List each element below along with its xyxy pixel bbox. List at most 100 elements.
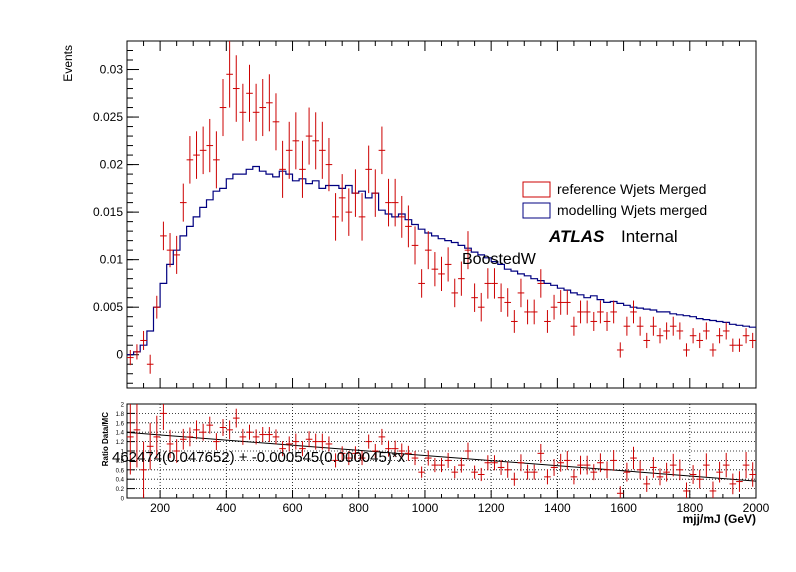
data-point xyxy=(736,338,743,352)
ratio-point xyxy=(299,441,306,457)
data-point xyxy=(312,112,320,170)
ratio-point xyxy=(411,451,419,466)
ratio-point xyxy=(477,467,485,482)
data-point xyxy=(570,316,578,336)
ratio-point xyxy=(146,422,154,470)
ratio-point xyxy=(345,451,353,466)
data-point xyxy=(411,226,419,265)
ratio-point xyxy=(266,427,273,443)
data-point xyxy=(676,322,684,340)
data-point xyxy=(153,295,161,319)
data-point xyxy=(299,140,306,198)
data-point xyxy=(716,328,723,344)
data-point xyxy=(643,332,651,349)
ratio-y-tick-label: 0.8 xyxy=(116,459,125,465)
legend-entry-reference: reference Wjets Merged xyxy=(557,181,706,197)
ratio-point xyxy=(663,462,670,482)
ratio-point xyxy=(173,439,180,463)
ratio-point xyxy=(206,416,214,434)
data-point xyxy=(630,300,637,324)
legend-entry-modelling: modelling Wjets merged xyxy=(557,202,707,218)
ratio-x-tick-label: 400 xyxy=(216,501,236,515)
data-point xyxy=(246,64,253,122)
ratio-point xyxy=(133,404,141,468)
ratio-point xyxy=(742,451,750,479)
data-point xyxy=(491,268,498,299)
data-point xyxy=(722,322,730,340)
main-y-tick-label: 0.015 xyxy=(93,205,123,219)
ratio-point xyxy=(371,443,379,459)
data-point xyxy=(557,290,564,315)
ratio-point xyxy=(398,443,406,459)
ratio-point xyxy=(391,440,399,457)
data-point xyxy=(616,342,624,358)
data-point xyxy=(352,169,359,217)
ratio-point xyxy=(683,482,690,498)
data-point xyxy=(484,268,492,299)
ratio-point xyxy=(517,454,525,472)
data-point xyxy=(636,316,644,336)
ratio-point xyxy=(583,455,591,475)
data-point xyxy=(279,140,286,198)
ratio-x-tick-label: 1600 xyxy=(610,501,637,515)
ratio-x-tick-label: 1800 xyxy=(676,501,703,515)
ratio-x-tick-label: 1000 xyxy=(412,501,439,515)
data-point xyxy=(133,344,141,360)
ratio-y-tick-label: 0 xyxy=(121,497,125,503)
ratio-point xyxy=(166,429,174,459)
ratio-point xyxy=(722,452,730,478)
data-point xyxy=(663,322,670,340)
data-point xyxy=(219,79,227,137)
data-point xyxy=(332,193,339,241)
data-point xyxy=(537,269,545,298)
ratio-point xyxy=(438,458,445,473)
data-point xyxy=(563,290,571,315)
data-point xyxy=(451,278,459,308)
ratio-y-tick-label: 0.2 xyxy=(116,487,125,493)
main-x-ticks xyxy=(126,41,757,388)
ratio-point xyxy=(292,433,300,450)
ratio-point xyxy=(544,469,551,485)
ratio-point xyxy=(405,445,412,461)
ratio-point xyxy=(570,469,578,485)
ratio-point xyxy=(623,462,631,482)
ratio-point xyxy=(358,451,366,466)
ratio-y-tick-label: 1.2 xyxy=(116,440,125,446)
mc-step-line xyxy=(127,165,756,356)
data-point xyxy=(127,349,134,366)
data-point xyxy=(179,183,187,222)
data-point xyxy=(438,256,445,292)
ratio-point xyxy=(418,466,425,478)
ratio-point xyxy=(497,459,505,475)
ratio-point xyxy=(669,453,677,477)
ratio-grid xyxy=(127,404,756,498)
data-point xyxy=(391,178,399,227)
ratio-x-axis: 200 400 600 800 1000 1200 1400 1600 1800 2000 xyxy=(126,490,770,515)
ratio-point xyxy=(610,450,617,471)
data-point xyxy=(272,93,280,151)
ratio-point xyxy=(703,453,710,477)
data-point xyxy=(338,174,346,222)
data-point xyxy=(371,169,379,217)
ratio-point xyxy=(689,465,697,484)
data-point xyxy=(703,322,710,340)
ratio-point xyxy=(616,486,624,498)
ratio-point xyxy=(444,452,452,468)
ratio-point xyxy=(153,415,161,459)
ratio-point xyxy=(365,434,372,449)
ratio-point xyxy=(285,436,293,452)
data-point xyxy=(358,193,366,241)
data-point xyxy=(424,231,432,270)
data-point xyxy=(729,338,737,352)
data-point xyxy=(603,311,611,331)
data-point xyxy=(550,294,558,320)
data-point xyxy=(206,118,214,173)
data-point xyxy=(325,137,333,192)
main-y-axis: 0 0.005 0.01 0.015 0.02 0.025 0.03 xyxy=(93,50,139,384)
ratio-point xyxy=(312,433,320,450)
ratio-point xyxy=(736,471,743,492)
data-point xyxy=(749,332,756,349)
legend: reference Wjets Merged modelling Wjets m… xyxy=(522,181,707,219)
ratio-point xyxy=(511,472,518,486)
ratio-point xyxy=(451,466,459,479)
